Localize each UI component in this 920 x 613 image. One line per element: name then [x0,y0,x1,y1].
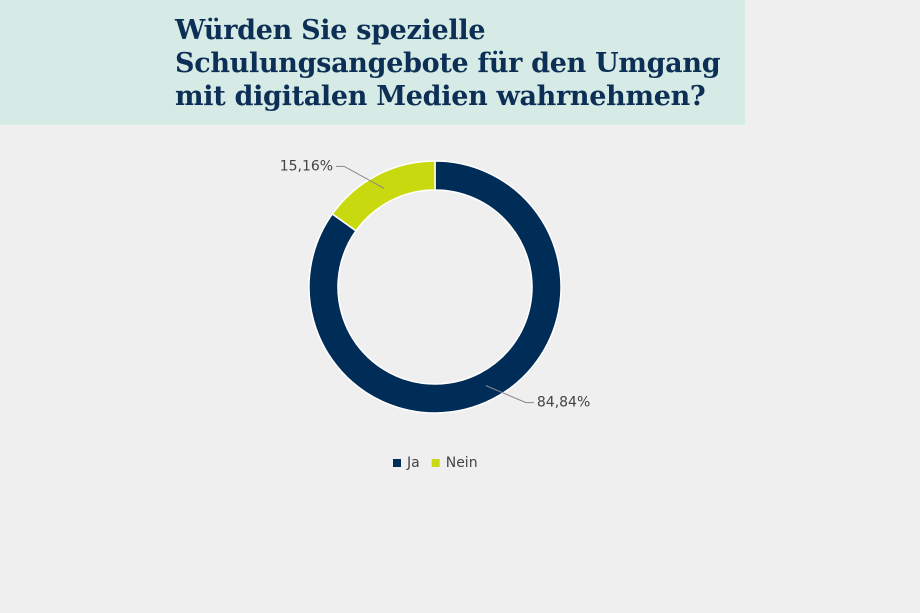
legend-label: Ja [406,455,420,471]
donut-segment [308,160,562,414]
chart-title: Würden Sie spezielle Schulungsangebote f… [175,15,721,112]
legend-label: Nein [446,455,478,471]
data-label: 15,16% [280,158,333,174]
legend-swatch [431,459,440,467]
leader-line [485,385,534,404]
donut-segment [331,160,436,232]
leader-line [336,165,385,189]
legend-swatch [393,459,401,467]
header-band [0,0,745,125]
data-label: 84,84% [537,395,590,411]
